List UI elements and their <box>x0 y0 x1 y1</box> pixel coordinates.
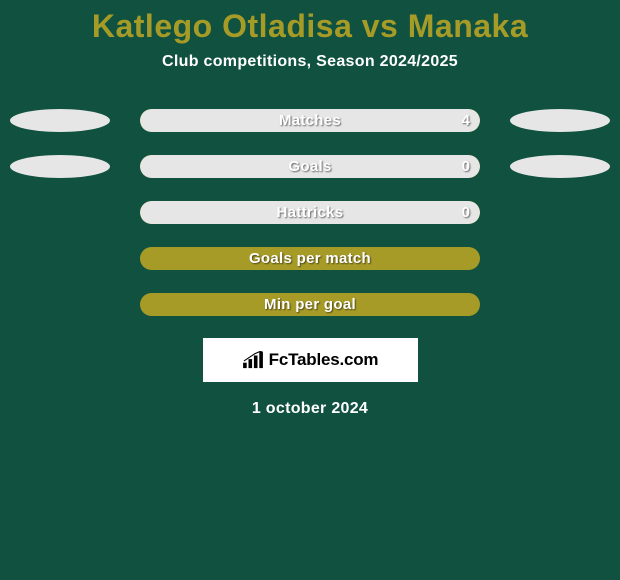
stat-bar-track: Goals0 <box>140 155 480 178</box>
stat-label: Goals per match <box>140 247 480 270</box>
stat-row: Min per goal <box>0 293 620 316</box>
snapshot-date: 1 october 2024 <box>0 400 620 418</box>
stat-value-right: 0 <box>462 155 470 178</box>
logo-text: FcTables.com <box>269 350 379 370</box>
stat-bar-track: Matches4 <box>140 109 480 132</box>
stat-value-right: 0 <box>462 201 470 224</box>
player-left-marker <box>10 109 110 132</box>
page-subtitle: Club competitions, Season 2024/2025 <box>0 53 620 71</box>
stat-bar-track: Hattricks0 <box>140 201 480 224</box>
stat-label: Hattricks <box>140 201 480 224</box>
player-right-marker <box>510 155 610 178</box>
stat-row: Matches4 <box>0 109 620 132</box>
stat-row: Goals per match <box>0 247 620 270</box>
stat-value-right: 4 <box>462 109 470 132</box>
stat-rows: Matches4Goals0Hattricks0Goals per matchM… <box>0 109 620 316</box>
player-left-marker <box>10 155 110 178</box>
stat-row: Goals0 <box>0 155 620 178</box>
comparison-infographic: Katlego Otladisa vs Manaka Club competit… <box>0 0 620 580</box>
stat-label: Goals <box>140 155 480 178</box>
site-logo: FcTables.com <box>203 338 418 382</box>
bar-chart-icon <box>242 351 264 369</box>
stat-label: Matches <box>140 109 480 132</box>
stat-label: Min per goal <box>140 293 480 316</box>
player-right-marker <box>510 109 610 132</box>
stat-row: Hattricks0 <box>0 201 620 224</box>
page-title: Katlego Otladisa vs Manaka <box>0 8 620 45</box>
stat-bar-track: Goals per match <box>140 247 480 270</box>
stat-bar-track: Min per goal <box>140 293 480 316</box>
